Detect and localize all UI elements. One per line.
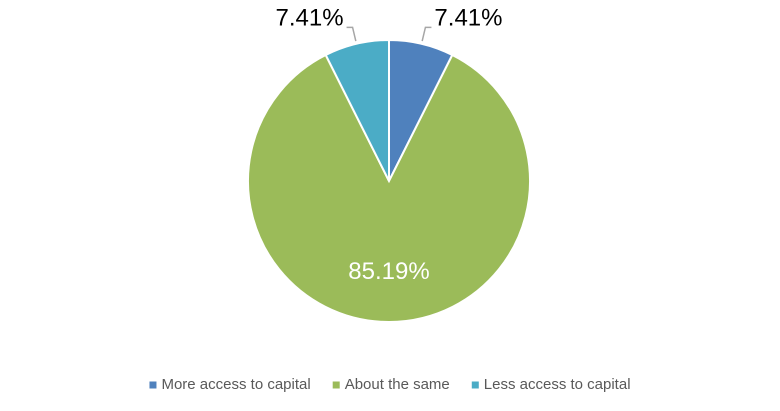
legend-swatch — [332, 381, 340, 389]
leader-line — [421, 26, 432, 42]
legend-label: About the same — [345, 376, 450, 393]
pie-slice — [247, 53, 531, 323]
data-label: 7.41% — [276, 5, 344, 32]
data-label: 7.41% — [434, 5, 502, 32]
legend-label: More access to capital — [161, 376, 310, 393]
legend-label: Less access to capital — [484, 376, 631, 393]
legend-swatch — [149, 381, 157, 389]
data-label: 85.19% — [348, 258, 429, 285]
pie-slice — [324, 38, 390, 182]
leader-line — [346, 26, 357, 42]
legend-swatch — [471, 381, 479, 389]
